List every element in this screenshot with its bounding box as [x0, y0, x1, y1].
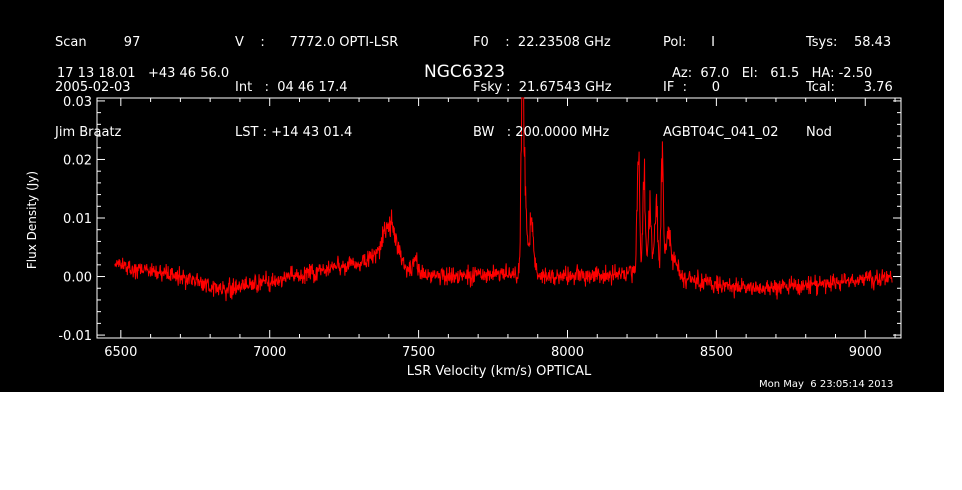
bandwidth: BW : 200.0000 MHz — [473, 125, 610, 140]
x-axis: 6500 7000 7500 8000 8500 9000 — [104, 98, 896, 360]
header-col-frequency: F0 : 22.23508 GHz Fsky : 21.67543 GHz BW… — [473, 5, 612, 170]
lst: LST : +14 43 01.4 — [235, 125, 353, 140]
x-tick-label: 6500 — [104, 345, 137, 360]
spectrum-panel: 6500 7000 7500 8000 8500 9000 -0.01 0.00 0.01 0.… — [0, 0, 944, 392]
timestamp: Mon May 6 23:05:14 2013 — [759, 379, 894, 390]
x-tick-label: 8000 — [551, 345, 584, 360]
obs-date: 2005-02-03 — [55, 80, 131, 95]
spectrum-plot: 6500 7000 7500 8000 8500 9000 -0.01 0.00 0.01 0.… — [25, 95, 902, 379]
az-el-ha: Az: 67.0 El: 61.5 HA: -2.50 — [672, 66, 873, 81]
header-col-velocity: V : 7772.0 OPTI-LSR Int : 04 46 17.4 LST… — [235, 5, 398, 170]
rest-frequency: F0 : 22.23508 GHz — [473, 35, 611, 50]
tcal: Tcal: 3.76 — [806, 80, 893, 95]
y-axis-label: Flux Density (Jy) — [25, 171, 39, 269]
observer: Jim Braatz — [55, 125, 122, 140]
velocity: V : 7772.0 OPTI-LSR — [235, 35, 399, 50]
y-axis: -0.01 0.00 0.01 0.02 0.03 — [58, 95, 901, 344]
x-tick-label: 7000 — [253, 345, 286, 360]
scan-number: Scan 97 — [55, 35, 141, 50]
x-tick-label: 7500 — [402, 345, 435, 360]
header-col-pol: Pol: I IF : 0 AGBT04C_041_02 — [663, 5, 779, 170]
x-axis-label: LSR Velocity (km/s) OPTICAL — [407, 364, 592, 379]
spectrum-trace — [114, 97, 893, 302]
project-id: AGBT04C_041_02 — [663, 125, 779, 140]
if-number: IF : 0 — [663, 80, 721, 95]
tsys: Tsys: 58.43 — [806, 35, 892, 50]
y-tick-label: 0.01 — [63, 212, 92, 227]
procedure: Nod — [806, 125, 832, 140]
y-tick-label: -0.01 — [58, 329, 92, 344]
polarization: Pol: I — [663, 35, 715, 50]
sky-frequency: Fsky : 21.67543 GHz — [473, 80, 612, 95]
header-col-scan: Scan 97 2005-02-03 Jim Braatz — [55, 5, 140, 170]
x-tick-label: 8500 — [700, 345, 733, 360]
x-tick-label: 9000 — [849, 345, 882, 360]
y-tick-label: 0.00 — [63, 271, 92, 286]
y-tick-label: 0.02 — [63, 153, 92, 168]
header-col-tsys: Tsys: 58.43 Tcal: 3.76 Nod — [806, 5, 893, 170]
source-coordinates: 17 13 18.01 +43 46 56.0 — [57, 66, 230, 81]
y-tick-label: 0.03 — [63, 95, 92, 110]
chart-title: NGC6323 — [424, 62, 506, 82]
integration-time: Int : 04 46 17.4 — [235, 80, 348, 95]
